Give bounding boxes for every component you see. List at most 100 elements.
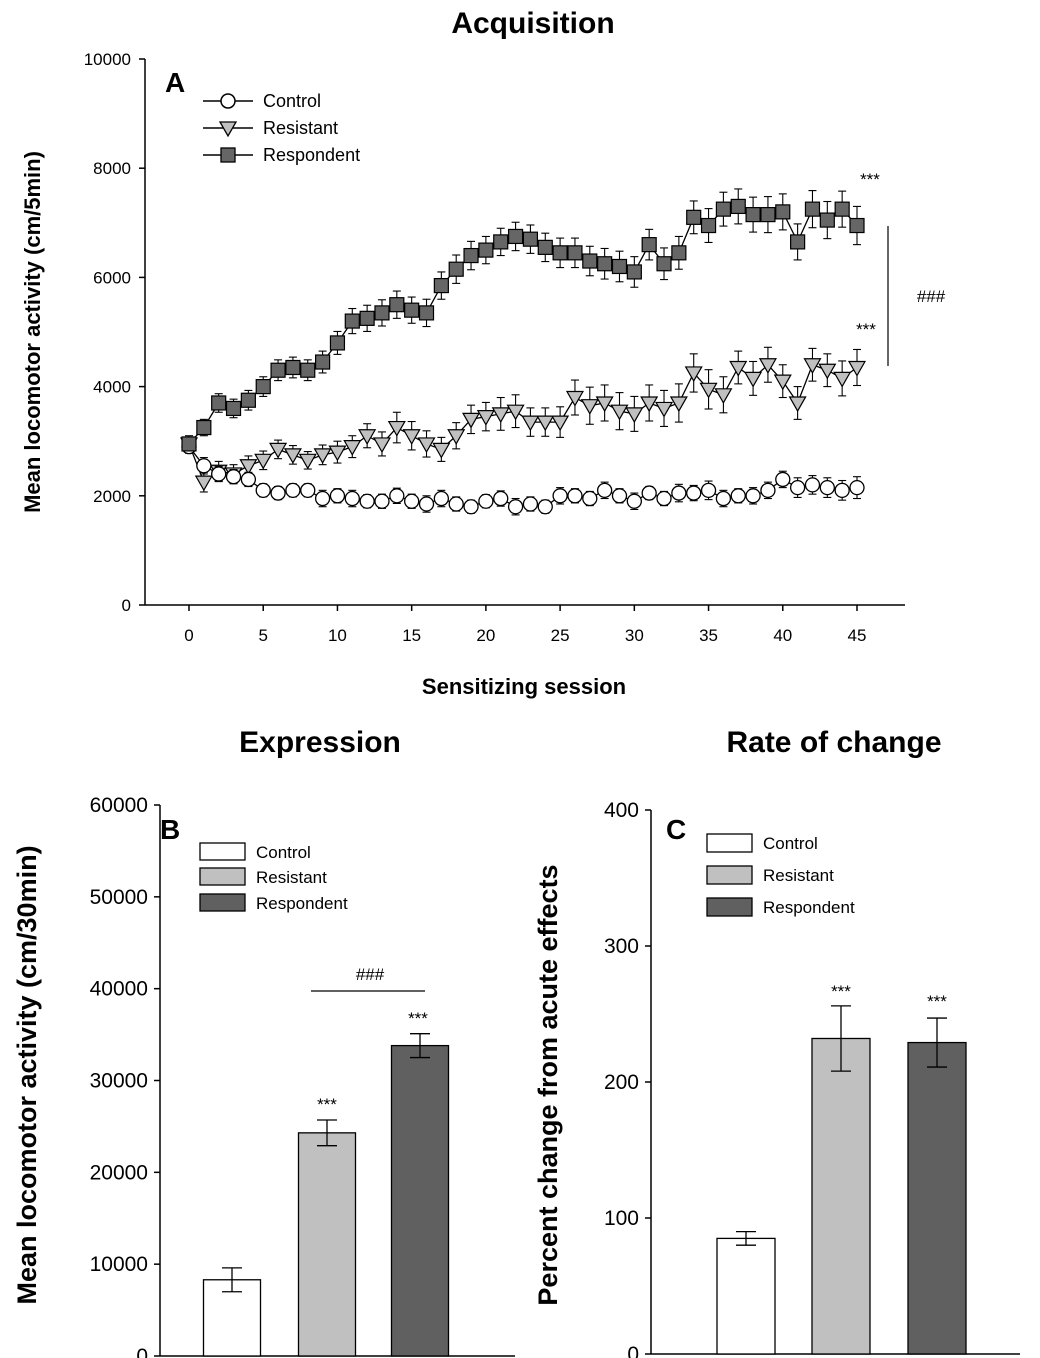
data-point bbox=[788, 396, 807, 413]
legend-circle-marker bbox=[220, 93, 236, 109]
data-point bbox=[700, 217, 717, 234]
data-point bbox=[522, 496, 539, 512]
data-point bbox=[775, 204, 791, 220]
data-point bbox=[656, 490, 672, 507]
data-point bbox=[344, 490, 360, 507]
data-point bbox=[463, 247, 479, 264]
data-point bbox=[595, 396, 614, 413]
series-control bbox=[181, 439, 865, 516]
bar-resistant bbox=[297, 1132, 357, 1357]
data-point bbox=[255, 379, 271, 395]
panel-b-legend: Control Resistant Respondent bbox=[199, 842, 348, 913]
data-point bbox=[374, 305, 390, 321]
data-point bbox=[565, 390, 584, 407]
data-point bbox=[359, 310, 375, 326]
data-point bbox=[775, 471, 791, 488]
data-point bbox=[196, 458, 212, 474]
data-point bbox=[552, 488, 568, 504]
data-point bbox=[211, 466, 227, 482]
data-point bbox=[686, 485, 702, 501]
data-point bbox=[834, 482, 850, 498]
data-point bbox=[804, 477, 821, 493]
data-point bbox=[789, 479, 806, 496]
data-point bbox=[567, 488, 583, 504]
x-tick-label: 20 bbox=[476, 626, 495, 645]
legend-label-control: Control bbox=[256, 843, 311, 862]
x-tick-label: 40 bbox=[773, 626, 792, 645]
data-point bbox=[567, 245, 583, 261]
data-point bbox=[389, 488, 405, 504]
data-point bbox=[476, 410, 495, 426]
data-point bbox=[729, 360, 748, 377]
data-point bbox=[699, 382, 718, 399]
legend-item-control: Control bbox=[203, 91, 321, 111]
data-point bbox=[196, 419, 212, 436]
panel-c-y-ticks: 0 100 200 300 400 bbox=[604, 799, 651, 1358]
panel-b-annot-group-diff: ### bbox=[356, 965, 385, 984]
data-point bbox=[255, 482, 271, 498]
panel-b-title: Expression bbox=[239, 726, 401, 759]
legend-label-control: Control bbox=[263, 91, 321, 111]
data-point bbox=[714, 388, 733, 404]
x-tick-label: 35 bbox=[699, 626, 718, 645]
data-point bbox=[343, 440, 362, 456]
data-point bbox=[315, 354, 331, 370]
data-point bbox=[507, 499, 524, 515]
bar-control bbox=[716, 1237, 776, 1355]
data-point bbox=[521, 415, 540, 432]
data-point bbox=[478, 242, 494, 258]
data-point bbox=[847, 360, 867, 377]
data-point bbox=[270, 485, 286, 501]
data-point bbox=[819, 212, 835, 228]
data-point bbox=[640, 396, 659, 413]
data-point bbox=[329, 335, 346, 351]
data-point bbox=[478, 493, 494, 509]
data-point bbox=[744, 371, 763, 388]
data-point bbox=[269, 442, 288, 459]
data-point bbox=[181, 436, 197, 452]
panel-c-y-label: Percent change from acute effects bbox=[533, 864, 563, 1305]
data-point bbox=[506, 404, 525, 421]
data-point bbox=[314, 490, 331, 507]
y-tick-label: 0 bbox=[627, 1343, 639, 1358]
bar-resistant bbox=[811, 1037, 871, 1355]
data-point bbox=[760, 207, 776, 223]
data-point bbox=[298, 453, 317, 470]
panel-a-x-ticks: 0 5 10 15 20 25 30 35 40 45 bbox=[184, 605, 866, 645]
data-point bbox=[611, 488, 628, 504]
y-tick-label: 400 bbox=[604, 799, 639, 822]
legend-triangle-marker bbox=[218, 121, 238, 138]
y-tick-label: 0 bbox=[136, 1345, 148, 1358]
data-point bbox=[211, 395, 227, 411]
data-point bbox=[686, 209, 702, 225]
panel-a-acquisition: Acquisition A 0 2000 4000 6000 8000 10000 0 5 1… bbox=[20, 7, 946, 699]
data-point bbox=[730, 198, 746, 215]
legend-item-respondent: Respondent bbox=[706, 897, 855, 917]
panel-c-bars bbox=[716, 1005, 967, 1355]
data-point bbox=[626, 264, 642, 280]
data-point bbox=[329, 488, 346, 504]
data-point bbox=[773, 374, 792, 391]
legend-label-resistant: Resistant bbox=[763, 866, 834, 885]
legend-label-respondent: Respondent bbox=[256, 894, 348, 913]
x-tick-label: 15 bbox=[402, 626, 421, 645]
panel-c-legend: Control Resistant Respondent bbox=[706, 833, 855, 917]
data-point bbox=[596, 482, 613, 498]
data-point bbox=[522, 231, 539, 247]
data-point bbox=[537, 499, 553, 515]
x-tick-label: 30 bbox=[625, 626, 644, 645]
bar-respondent bbox=[390, 1044, 450, 1357]
panel-a-annot-group-diff: ### bbox=[917, 287, 946, 306]
data-point bbox=[715, 201, 732, 217]
data-point bbox=[374, 493, 390, 509]
panel-a-series bbox=[179, 188, 867, 516]
panel-c-annot-resistant-sig: *** bbox=[831, 982, 851, 1001]
x-tick-label: 45 bbox=[848, 626, 867, 645]
data-point bbox=[684, 366, 703, 383]
y-tick-label: 100 bbox=[604, 1207, 639, 1230]
data-point bbox=[433, 277, 449, 294]
data-point bbox=[194, 475, 213, 492]
data-point bbox=[358, 429, 377, 445]
panel-b-letter: B bbox=[160, 814, 180, 845]
